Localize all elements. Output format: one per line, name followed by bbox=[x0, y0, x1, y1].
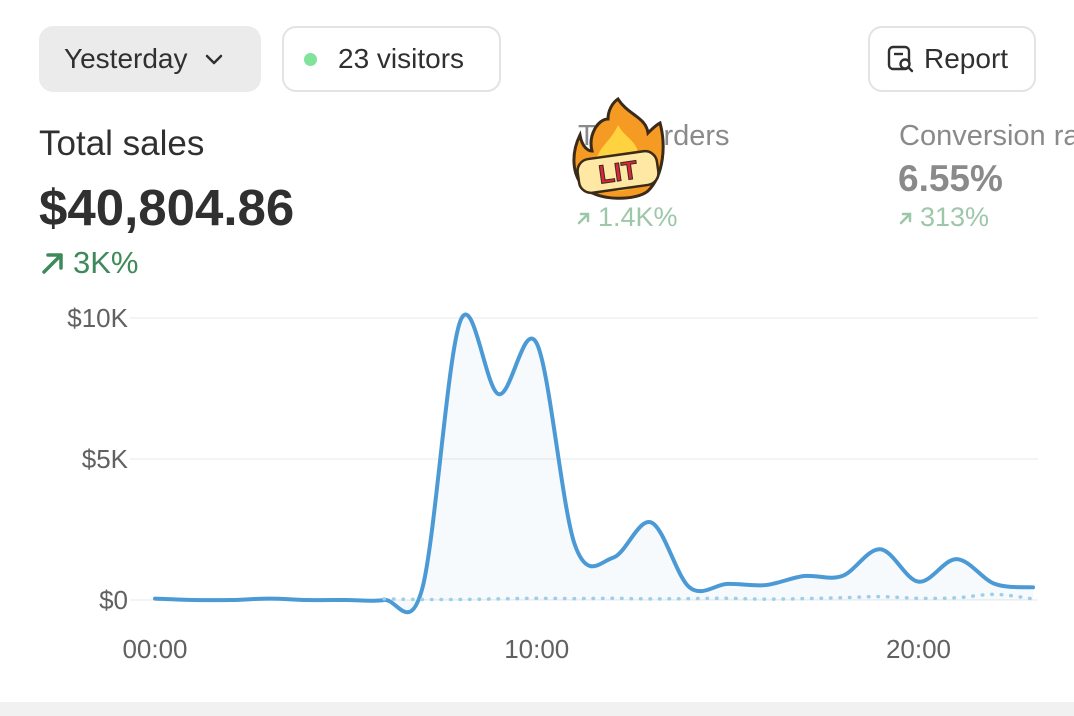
metric-change: 313% bbox=[898, 202, 989, 233]
sales-line bbox=[153, 312, 1035, 615]
change-text: 1.4K% bbox=[598, 202, 678, 232]
lit-sticker: LIT bbox=[572, 96, 665, 200]
report-button[interactable]: Report bbox=[868, 26, 1036, 92]
date-button[interactable]: Yesterday bbox=[39, 26, 261, 92]
chevron-icon bbox=[205, 54, 222, 65]
y-tick-label: $5K bbox=[82, 444, 129, 474]
area-fill bbox=[155, 314, 1033, 613]
date-label: Yesterday bbox=[64, 43, 188, 74]
metric-value: 6.55% bbox=[898, 158, 1003, 199]
metric-change: 3K% bbox=[39, 245, 138, 281]
metric-label: Total sales bbox=[39, 124, 205, 163]
sticker-text: LIT bbox=[597, 154, 640, 189]
change-text: 313% bbox=[920, 202, 990, 232]
bottom-bar bbox=[0, 702, 1074, 716]
metric-change: 1.4K% bbox=[576, 202, 678, 233]
comparison-line bbox=[382, 592, 1035, 602]
up-arrow bbox=[899, 212, 912, 224]
y-tick-label: $10K bbox=[67, 303, 128, 333]
up-arrow bbox=[577, 212, 590, 224]
live-dot bbox=[304, 52, 317, 66]
metric-value: $40,804.86 bbox=[39, 179, 295, 236]
up-arrow bbox=[42, 253, 63, 274]
x-tick-label: 00:00 bbox=[122, 634, 187, 664]
visitors-badge[interactable]: 23 visitors bbox=[282, 26, 501, 92]
chart: $0 $5K $10K 00:00 10:00 20:00 bbox=[67, 303, 1038, 664]
x-tick-label: 20:00 bbox=[886, 634, 951, 664]
y-tick-label: $0 bbox=[99, 585, 128, 615]
change-text: 3K% bbox=[73, 245, 139, 280]
report-icon bbox=[887, 45, 914, 73]
visitors-label: 23 visitors bbox=[338, 43, 465, 74]
report-label: Report bbox=[924, 43, 1009, 74]
x-tick-label: 10:00 bbox=[504, 634, 569, 664]
metric-label: Conversion rate bbox=[899, 120, 1074, 152]
